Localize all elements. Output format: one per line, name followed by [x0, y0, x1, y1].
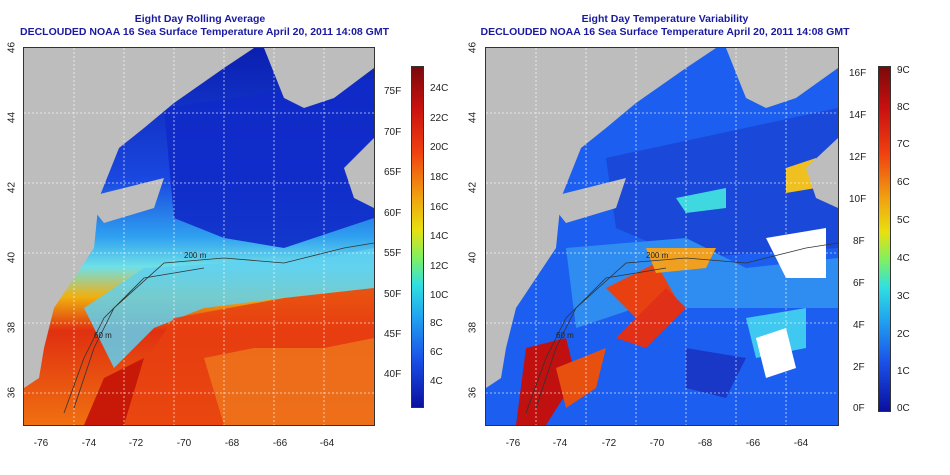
right-cbar-f-label: 0F	[853, 403, 865, 414]
left-cbar-c-label: 22C	[430, 113, 449, 124]
left-cbar-f-label: 75F	[384, 86, 402, 97]
right-xtick: -70	[649, 438, 665, 449]
left-cbar-c-label: 8C	[430, 318, 443, 329]
left-contour-label-60m: 60 m	[94, 331, 112, 340]
right-xtick: -74	[552, 438, 568, 449]
left-cbar-f-label: 45F	[384, 329, 402, 340]
right-xtick: -66	[745, 438, 761, 449]
right-cbar-c-label: 4C	[897, 253, 910, 264]
left-xtick: -72	[128, 438, 144, 449]
left-ytick: 36	[6, 386, 18, 399]
left-xtick: -70	[176, 438, 192, 449]
left-xtick: -68	[224, 438, 240, 449]
right-map-title: Eight Day Temperature Variability	[581, 13, 749, 25]
right-cbar-f-label: 2F	[853, 362, 865, 373]
left-cbar-c-label: 24C	[430, 83, 449, 94]
right-ytick: 36	[467, 386, 479, 399]
right-cbar-f-label: 8F	[853, 236, 865, 247]
left-xtick: -76	[33, 438, 49, 449]
left-map-panel: 200 m 60 m	[23, 47, 375, 426]
left-cbar-c-label: 20C	[430, 142, 449, 153]
right-cbar-c-label: 5C	[897, 215, 910, 226]
right-xtick: -64	[793, 438, 809, 449]
left-ytick: 38	[6, 321, 18, 334]
left-cbar-c-label: 16C	[430, 202, 449, 213]
right-cbar-f-label: 16F	[849, 68, 867, 79]
right-cbar-c-label: 9C	[897, 65, 910, 76]
right-cbar-c-label: 6C	[897, 177, 910, 188]
right-cbar-f-label: 14F	[849, 110, 867, 121]
right-ytick: 38	[467, 321, 479, 334]
left-cbar-c-label: 6C	[430, 347, 443, 358]
left-cbar-c-label: 12C	[430, 261, 449, 272]
right-ytick: 44	[467, 111, 479, 124]
left-cbar-f-label: 55F	[384, 248, 402, 259]
left-cbar-c-label: 18C	[430, 172, 449, 183]
right-ytick: 42	[467, 181, 479, 194]
left-xtick: -64	[319, 438, 335, 449]
right-cbar-c-label: 8C	[897, 102, 910, 113]
right-cbar-c-label: 7C	[897, 139, 910, 150]
left-map-subtitle: DECLOUDED NOAA 16 Sea Surface Temperatur…	[20, 26, 389, 38]
right-cbar-c-label: 2C	[897, 329, 910, 340]
left-sst-map: 200 m 60 m	[24, 48, 374, 425]
left-ytick: 42	[6, 181, 18, 194]
right-xtick: -72	[601, 438, 617, 449]
right-cbar-f-label: 6F	[853, 278, 865, 289]
left-cbar-c-label: 10C	[430, 290, 449, 301]
left-cbar-c-label: 4C	[430, 376, 443, 387]
left-cbar-f-label: 40F	[384, 369, 402, 380]
left-colorbar	[411, 66, 424, 408]
left-ytick: 44	[6, 111, 18, 124]
right-contour-label-200m: 200 m	[646, 251, 669, 260]
right-cbar-c-label: 0C	[897, 403, 910, 414]
right-xtick: -68	[697, 438, 713, 449]
right-variability-map: 200 m 60 m	[486, 48, 838, 425]
left-ytick: 40	[6, 251, 18, 264]
right-cbar-c-label: 3C	[897, 291, 910, 302]
left-contour-label-200m: 200 m	[184, 251, 207, 260]
right-xtick: -76	[505, 438, 521, 449]
right-ytick: 46	[467, 41, 479, 54]
left-cbar-f-label: 60F	[384, 208, 402, 219]
left-cbar-f-label: 70F	[384, 127, 402, 138]
right-ytick: 40	[467, 251, 479, 264]
right-cbar-c-label: 1C	[897, 366, 910, 377]
right-cbar-f-label: 4F	[853, 320, 865, 331]
right-cbar-f-label: 10F	[849, 194, 867, 205]
left-map-title: Eight Day Rolling Average	[134, 13, 266, 25]
left-xtick: -66	[272, 438, 288, 449]
right-map-panel: 200 m 60 m	[485, 47, 839, 426]
right-map-subtitle: DECLOUDED NOAA 16 Sea Surface Temperatur…	[480, 26, 850, 38]
left-cbar-f-label: 65F	[384, 167, 402, 178]
left-cbar-c-label: 14C	[430, 231, 449, 242]
left-ytick: 46	[6, 41, 18, 54]
right-contour-label-60m: 60 m	[556, 331, 574, 340]
right-colorbar	[878, 66, 891, 412]
left-xtick: -74	[81, 438, 97, 449]
left-cbar-f-label: 50F	[384, 289, 402, 300]
right-cbar-f-label: 12F	[849, 152, 867, 163]
